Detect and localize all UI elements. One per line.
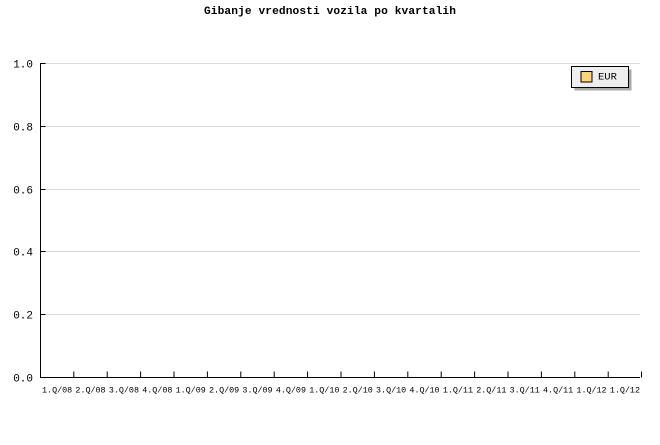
svg-text:1.Q/10: 1.Q/10: [309, 385, 339, 395]
svg-text:3.Q/11: 3.Q/11: [510, 385, 540, 395]
svg-text:1.Q/11: 1.Q/11: [443, 385, 473, 395]
svg-text:1.0: 1.0: [13, 59, 33, 71]
svg-text:0.0: 0.0: [13, 373, 33, 385]
svg-text:2.Q/08: 2.Q/08: [75, 385, 105, 395]
svg-text:4.Q/11: 4.Q/11: [543, 385, 573, 395]
svg-text:1.Q/12: 1.Q/12: [610, 385, 640, 395]
svg-text:EUR: EUR: [598, 71, 618, 83]
svg-text:2.Q/09: 2.Q/09: [209, 385, 239, 395]
svg-text:0.4: 0.4: [13, 247, 33, 259]
svg-text:4.Q/08: 4.Q/08: [142, 385, 172, 395]
svg-text:3.Q/10: 3.Q/10: [376, 385, 406, 395]
svg-text:1.Q/08: 1.Q/08: [42, 385, 72, 395]
svg-text:4.Q/10: 4.Q/10: [409, 385, 439, 395]
svg-text:1.Q/12: 1.Q/12: [576, 385, 606, 395]
svg-text:0.2: 0.2: [13, 310, 33, 322]
svg-text:1.Q/09: 1.Q/09: [176, 385, 206, 395]
svg-text:2.Q/10: 2.Q/10: [343, 385, 373, 395]
svg-text:3.Q/09: 3.Q/09: [242, 385, 272, 395]
svg-text:2.Q/11: 2.Q/11: [476, 385, 506, 395]
svg-text:3.Q/08: 3.Q/08: [109, 385, 139, 395]
svg-text:0.6: 0.6: [13, 185, 33, 197]
svg-text:4.Q/09: 4.Q/09: [276, 385, 306, 395]
svg-text:0.8: 0.8: [13, 122, 33, 134]
